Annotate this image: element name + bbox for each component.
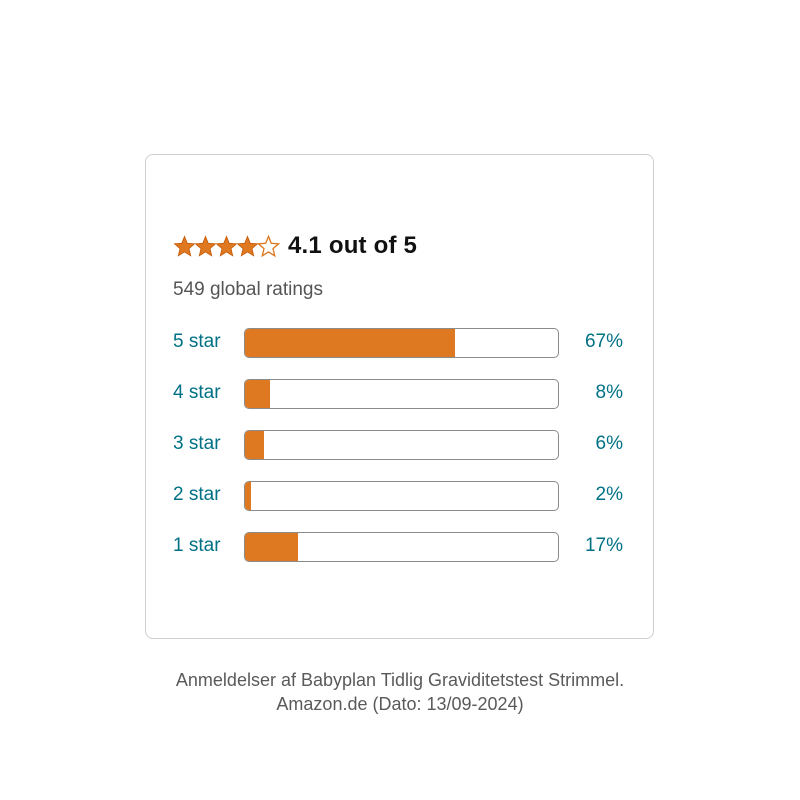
- histogram-row-1[interactable]: 1 star 17%: [173, 532, 623, 562]
- histogram-percent[interactable]: 67%: [584, 331, 623, 352]
- star-full-icon: [236, 234, 259, 257]
- histogram-percent[interactable]: 2%: [595, 484, 623, 505]
- histogram-bar[interactable]: [244, 379, 559, 409]
- histogram-label[interactable]: 4 star: [173, 382, 221, 403]
- histogram-percent[interactable]: 6%: [595, 433, 623, 454]
- histogram-row-2[interactable]: 2 star 2%: [173, 481, 623, 511]
- histogram-label[interactable]: 3 star: [173, 433, 221, 454]
- histogram-row-5[interactable]: 5 star 67%: [173, 328, 623, 358]
- histogram-bar-fill: [245, 533, 299, 561]
- histogram-label[interactable]: 1 star: [173, 535, 221, 556]
- histogram-bar-fill: [245, 482, 252, 510]
- total-ratings: 549 global ratings: [173, 279, 323, 300]
- histogram-bar[interactable]: [244, 532, 559, 562]
- star-full-icon: [215, 234, 238, 257]
- star-full-icon: [173, 234, 196, 257]
- histogram-bar-fill: [245, 329, 455, 357]
- histogram-bar[interactable]: [244, 481, 559, 511]
- histogram-label[interactable]: 2 star: [173, 484, 221, 505]
- histogram-bar[interactable]: [244, 430, 559, 460]
- caption-line-2: Amazon.de (Dato: 13/09-2024): [276, 694, 524, 714]
- ratings-card: 4.1 out of 5 549 global ratings 5 star 6…: [145, 154, 654, 639]
- histogram-row-4[interactable]: 4 star 8%: [173, 379, 623, 409]
- average-rating-text: 4.1 out of 5: [288, 232, 418, 259]
- histogram-percent[interactable]: 17%: [584, 535, 623, 556]
- histogram-bar[interactable]: [244, 328, 559, 358]
- histogram-bar-fill: [245, 380, 271, 408]
- histogram-percent[interactable]: 8%: [595, 382, 623, 403]
- caption: Anmeldelser af Babyplan Tidlig Gravidite…: [0, 668, 800, 716]
- rating-summary: 4.1 out of 5: [173, 231, 417, 261]
- star-full-icon: [194, 234, 217, 257]
- histogram-bar-fill: [245, 431, 264, 459]
- histogram-row-3[interactable]: 3 star 6%: [173, 430, 623, 460]
- histogram-label[interactable]: 5 star: [173, 331, 221, 352]
- star-empty-icon: [257, 234, 280, 257]
- star-rating-icon: [173, 234, 280, 258]
- caption-line-1: Anmeldelser af Babyplan Tidlig Gravidite…: [175, 670, 625, 690]
